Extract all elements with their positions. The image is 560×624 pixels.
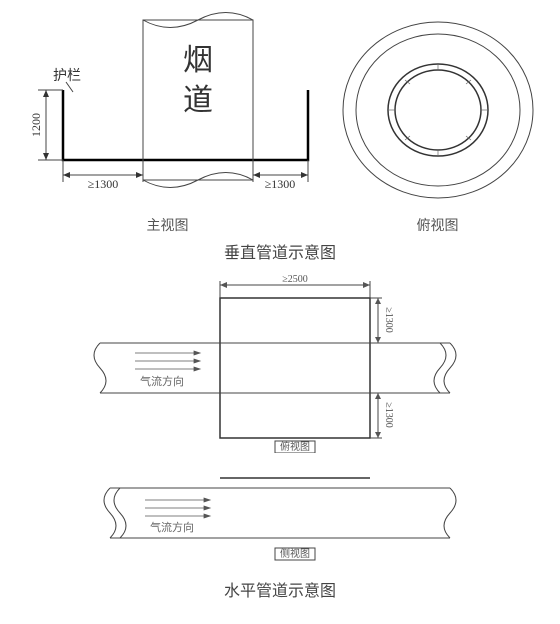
flow-label-plan: 气流方向	[140, 374, 184, 388]
flow-arrows-side	[145, 498, 210, 518]
vertical-group-caption: 垂直管道示意图	[10, 239, 550, 263]
dim-g2-a1	[375, 393, 381, 399]
front-view-svg: 护栏 烟 道 1200 ≥1300	[18, 10, 318, 210]
duct-label-2: 道	[183, 84, 213, 117]
duct-label-1: 烟	[183, 44, 213, 77]
dim-g1-a2	[375, 337, 381, 343]
dim-width: ≥2500	[282, 274, 308, 285]
guardrail-label: 护栏	[53, 68, 81, 84]
flow-arrows-plan	[135, 351, 200, 371]
pipe2-lbreak	[104, 488, 116, 538]
dim-right: ≥1300	[264, 177, 295, 191]
side-caption: 侧视图	[280, 547, 310, 560]
dim-l-arr1	[63, 172, 70, 178]
dim-left: ≥1300	[87, 177, 118, 191]
vertical-duct-figure: 护栏 烟 道 1200 ≥1300	[10, 10, 550, 235]
plan-view-svg: ≥2500 气流方向 ≥1300 ≥1300 俯视图	[80, 273, 480, 453]
dim-h-arrow2	[43, 153, 49, 160]
front-view-caption: 主视图	[18, 215, 318, 235]
pipe-rbreak	[444, 343, 456, 393]
top-view-block: 俯视图	[333, 10, 543, 235]
dim-r-arr1	[253, 172, 260, 178]
plan-caption: 俯视图	[280, 440, 310, 453]
mid-ellipse	[356, 34, 520, 186]
flow-label-side: 气流方向	[150, 520, 194, 534]
dim-h-arrow1	[43, 90, 49, 97]
pipe-lbreak	[94, 343, 106, 393]
horizontal-duct-figure: ≥2500 气流方向 ≥1300 ≥1300 俯视图	[10, 273, 550, 601]
dim-gap-bottom: ≥1300	[383, 402, 394, 428]
dim-height: 1200	[29, 113, 43, 137]
pipe-rbreak2	[434, 343, 446, 393]
horizontal-group-caption: 水平管道示意图	[10, 577, 550, 601]
outer-ellipse	[343, 22, 533, 198]
pipe2-rbreak	[444, 488, 456, 538]
top-view-svg	[333, 10, 543, 210]
dim-g2-a2	[375, 432, 381, 438]
platform-rect	[220, 298, 370, 438]
dim-g1-a1	[375, 298, 381, 304]
inner-outer	[388, 64, 488, 156]
dim-l-arr2	[136, 172, 143, 178]
pipe2-lbreak2	[114, 488, 126, 538]
dim-w-a1	[220, 282, 227, 288]
dim-r-arr2	[301, 172, 308, 178]
dim-w-a2	[363, 282, 370, 288]
side-view-svg: 气流方向 侧视图	[80, 458, 480, 568]
front-view-block: 护栏 烟 道 1200 ≥1300	[18, 10, 318, 235]
top-view-caption: 俯视图	[333, 215, 543, 235]
dim-gap-top: ≥1300	[383, 307, 394, 333]
